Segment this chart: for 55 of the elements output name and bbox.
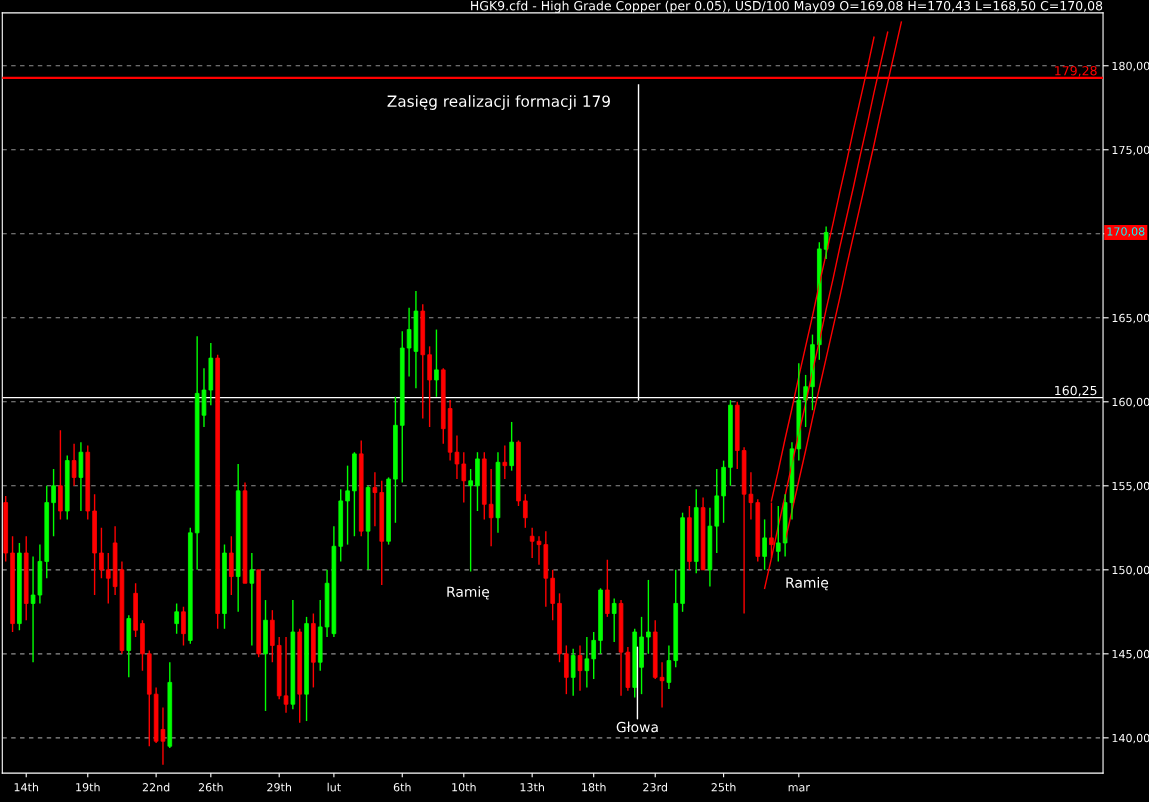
candlestick bbox=[509, 421, 514, 472]
y-tick-label: 150,00 bbox=[1112, 565, 1149, 576]
candlestick bbox=[721, 459, 726, 524]
annotation: Głowa bbox=[616, 721, 658, 733]
candlestick bbox=[775, 505, 781, 563]
chart-title: HGK9.cfd - High Grade Copper (per 0.05), USD/100 May09 O=169,08 H=170,43 L=168,50 C=170,08 bbox=[471, 0, 1103, 13]
candlestick bbox=[714, 468, 720, 554]
x-tick-label: 13th bbox=[520, 782, 544, 792]
candlestick bbox=[345, 464, 350, 546]
x-tick-label: 29th bbox=[267, 782, 292, 792]
y-tick-label: 165,00 bbox=[1112, 313, 1149, 324]
x-tick-label: lut bbox=[327, 782, 341, 792]
candlestick bbox=[564, 644, 569, 695]
candlestick bbox=[434, 328, 439, 398]
candlestick bbox=[92, 493, 97, 596]
x-tick-label: 18th bbox=[582, 782, 606, 792]
x-tick-label: 6th bbox=[393, 782, 411, 792]
annotation: Ramię bbox=[447, 586, 490, 600]
x-tick-label: 14th bbox=[14, 782, 39, 792]
y-tick-label: 145,00 bbox=[1112, 649, 1149, 660]
y-tick-label: 155,00 bbox=[1112, 481, 1149, 492]
x-tick-label: 22nd bbox=[142, 782, 170, 792]
candlestick bbox=[427, 345, 432, 428]
x-tick-label: 26th bbox=[198, 782, 223, 792]
candlestick bbox=[99, 527, 104, 579]
candlestick bbox=[51, 468, 56, 537]
ref-line-label: 160,25 bbox=[1055, 385, 1097, 397]
annotation: Zasięg realizacji formacji 179 bbox=[387, 95, 610, 110]
annotation: Ramię bbox=[786, 577, 829, 591]
x-tick-label: mar bbox=[788, 785, 810, 792]
text: 170,08 bbox=[1107, 227, 1145, 237]
y-tick-label: 180,00 bbox=[1112, 61, 1149, 72]
candlestick bbox=[461, 451, 467, 504]
candlestick bbox=[591, 631, 596, 680]
ref-line-label: 179,28 bbox=[1055, 65, 1097, 77]
candlestick bbox=[468, 468, 473, 573]
candlestick bbox=[317, 599, 323, 672]
x-tick-label: 23rd bbox=[643, 782, 667, 792]
candlestick bbox=[605, 559, 610, 618]
candlestick bbox=[58, 429, 63, 521]
x-tick-label: 25th bbox=[711, 782, 736, 792]
candlestick bbox=[352, 451, 357, 537]
y-tick-label: 140,00 bbox=[1112, 733, 1149, 744]
candlestick bbox=[639, 616, 644, 695]
candlestick bbox=[611, 597, 617, 643]
x-tick-label: 19th bbox=[76, 782, 100, 792]
candlestick bbox=[523, 493, 528, 529]
y-tick-label: 175,00 bbox=[1112, 145, 1149, 156]
x-tick-label: 10th bbox=[452, 782, 476, 792]
candlestick bbox=[174, 602, 179, 635]
candlestick bbox=[762, 518, 767, 571]
candlestick bbox=[229, 535, 234, 596]
y-tick-label: 160,00 bbox=[1112, 397, 1149, 408]
candlestick bbox=[105, 552, 111, 605]
candlestick bbox=[646, 579, 651, 655]
